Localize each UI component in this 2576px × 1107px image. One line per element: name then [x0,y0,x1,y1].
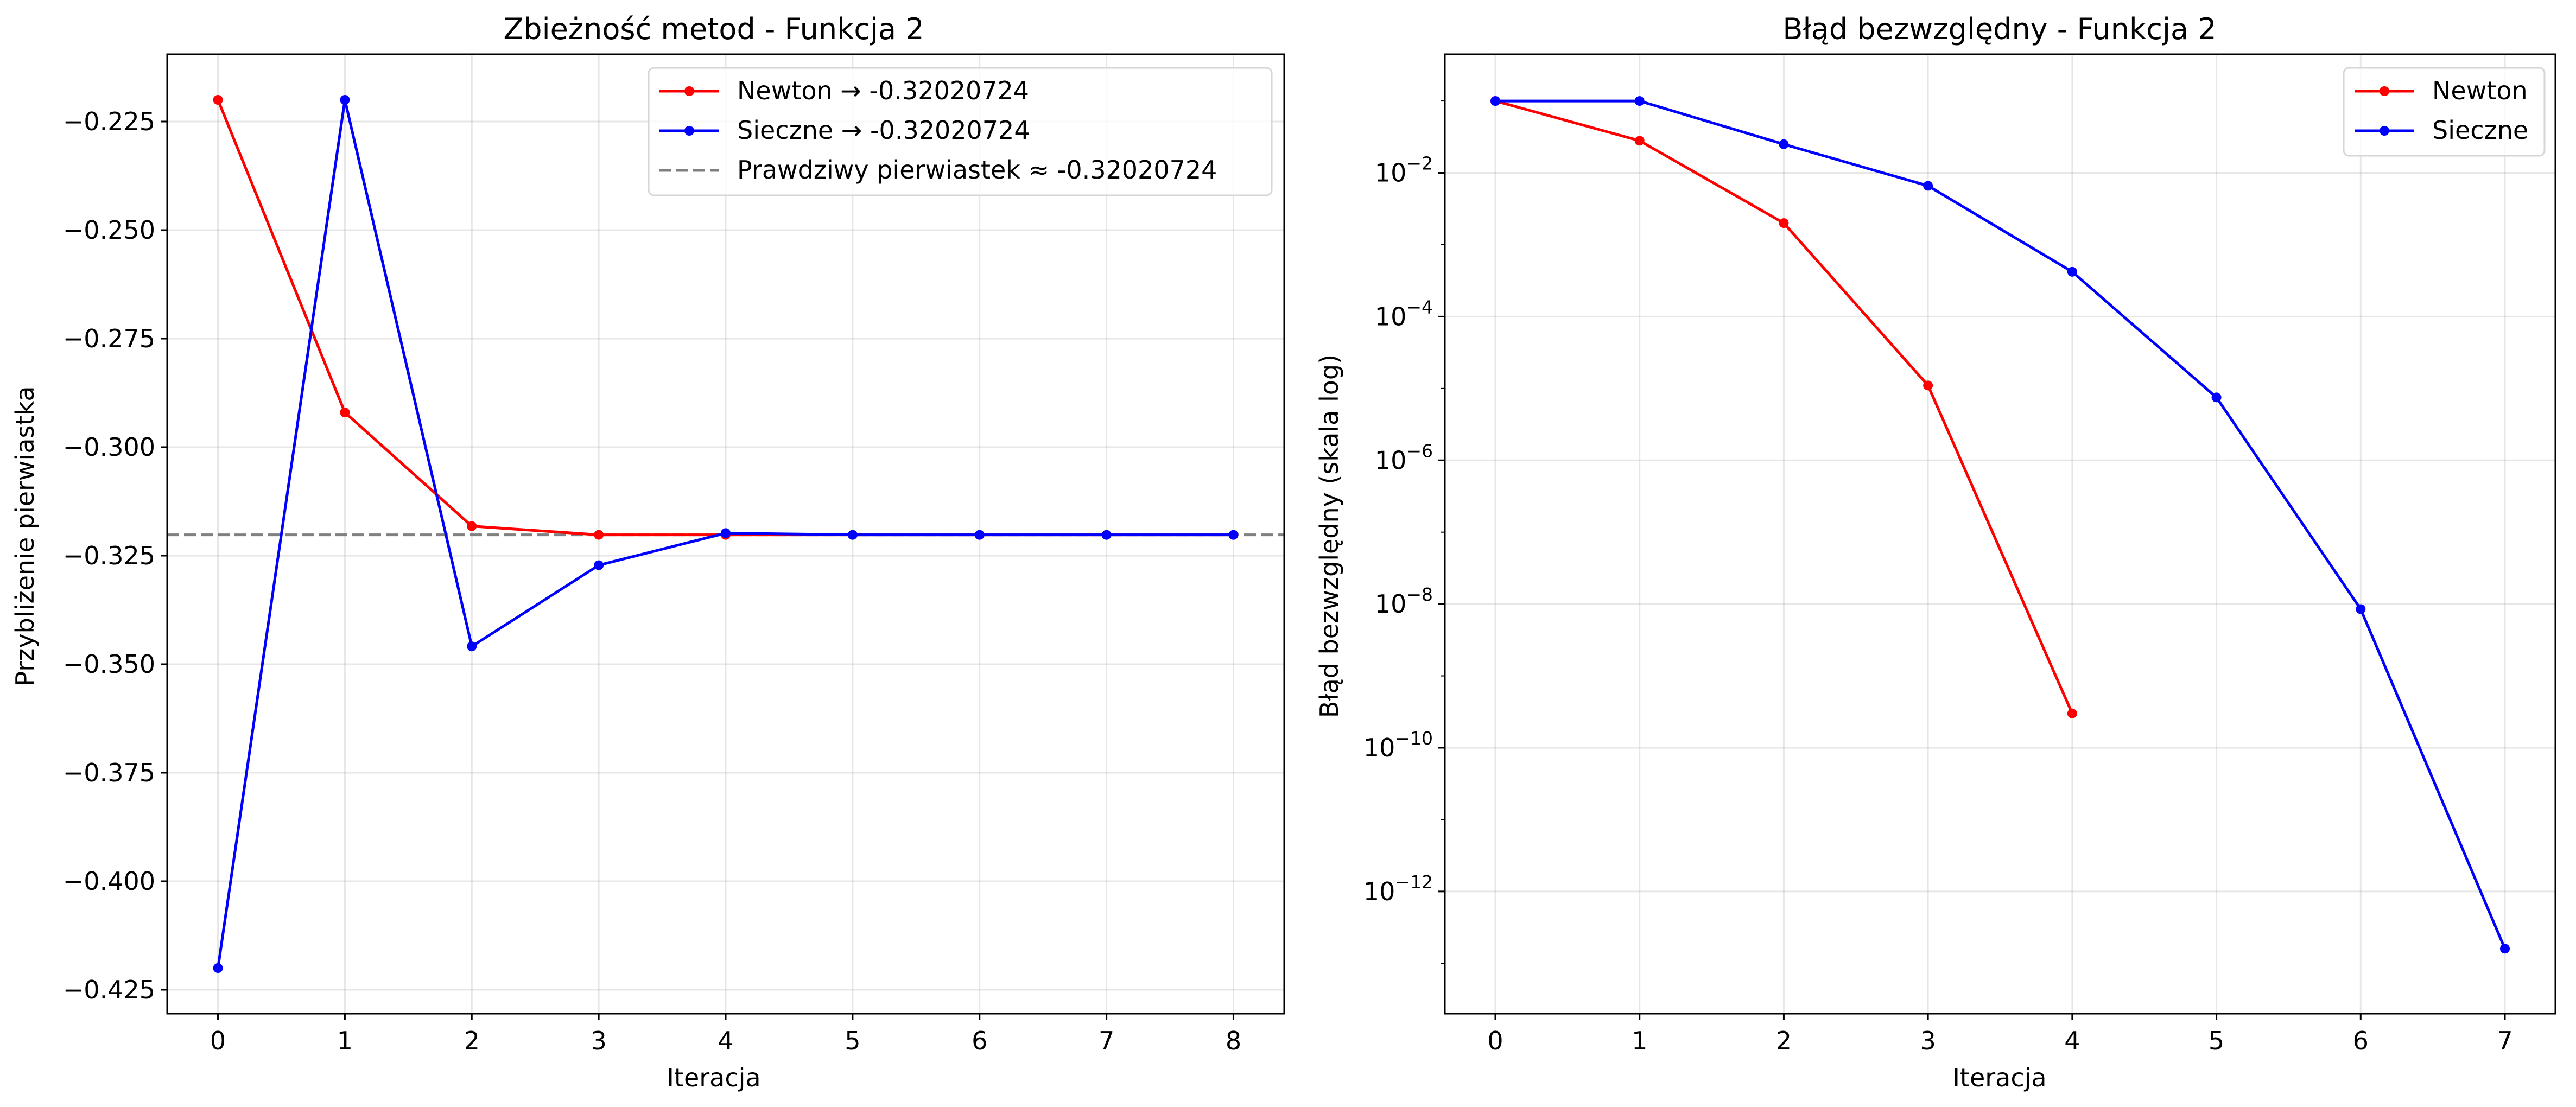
y-tick-label: −0.250 [63,215,155,245]
legend-marker-sieczne [684,126,694,136]
legend-label-sieczne: Sieczne → -0.32020724 [737,116,1030,145]
legend-marker-sieczne [2380,126,2389,136]
data-point [974,530,985,540]
data-point [594,530,604,540]
data-point [1923,181,1933,191]
x-tick-label: 0 [1487,1026,1503,1055]
data-point [467,521,477,531]
x-axis-label: Iteracja [1952,1063,2046,1092]
y-tick-label: −0.425 [63,975,155,1004]
y-tick-label: −0.400 [63,867,155,896]
x-tick-label: 4 [718,1026,733,1055]
legend-marker-newton [2380,86,2389,96]
legend: Newton Sieczne [2343,67,2546,157]
legend: Newton → -0.32020724 Sieczne → -0.320207… [648,67,1273,196]
plot-frame [1444,53,2556,1015]
data-point [1634,96,1645,106]
y-tick-label: −0.225 [63,107,155,136]
series-line-sieczne [1495,99,2507,950]
y-tick-label: −0.350 [63,650,155,679]
data-point [847,530,858,540]
series-lines [1490,96,2510,954]
y-tick-exponent: −10 [1395,728,1433,749]
x-tick-label: 8 [1226,1026,1241,1055]
y-tick-label: −0.300 [63,432,155,462]
y-tick-exponent: −2 [1406,153,1433,174]
data-point [1779,139,1789,149]
axis-ticks: 0 1 2 3 4 5 6 7 8 −0.225 −0.250 −0.275 −0.300 −0.325 −… [63,107,1241,1055]
data-point [1490,96,1500,106]
x-tick-label: 7 [1099,1026,1114,1055]
x-tick-label: 5 [2209,1026,2224,1055]
x-tick-label: 6 [972,1026,987,1055]
x-axis-label: Iteracja [667,1063,760,1092]
data-point [2067,708,2077,718]
grid [1445,54,2555,1014]
y-axis-label: Przybliżenie pierwiastka [10,386,40,686]
legend-marker-newton [684,86,694,96]
legend-box [648,67,1273,196]
legend-label-newton: Newton → -0.32020724 [737,76,1029,105]
x-tick-label: 4 [2064,1026,2080,1055]
data-point [213,963,223,973]
chart-title: Zbieżność metod - Funkcja 2 [503,12,924,46]
x-tick-label: 7 [2497,1026,2512,1055]
legend-label-sieczne: Sieczne [2432,116,2528,145]
plot-frame [166,53,1285,1015]
x-tick-label: 0 [210,1026,226,1055]
y-axis-label: Błąd bezwzględny (skala log) [1315,354,1344,718]
data-point [1101,530,1112,540]
series-lines [213,95,1239,973]
data-point [340,95,350,105]
x-tick-label: 6 [2353,1026,2369,1055]
x-tick-label: 1 [1632,1026,1647,1055]
data-point [2500,944,2510,954]
data-point [721,528,731,538]
x-tick-label: 3 [1920,1026,1936,1055]
data-point [594,560,604,570]
chart-title: Błąd bezwzględny - Funkcja 2 [1782,12,2216,46]
data-point [1634,136,1645,146]
data-point [213,95,223,105]
x-tick-label: 5 [845,1026,860,1055]
data-point [467,641,477,652]
convergence-chart: Zbieżność metod - Funkcja 2 Iteracja Prz… [10,12,1285,1092]
legend-label-newton: Newton [2432,76,2528,105]
data-point [1779,218,1789,228]
y-tick-label: −0.275 [63,324,155,353]
y-tick-label: −0.325 [63,541,155,570]
x-tick-label: 2 [1776,1026,1792,1055]
x-tick-label: 1 [337,1026,353,1055]
y-tick-label: −0.375 [63,758,155,787]
legend-label-reference: Prawdziwy pierwiastek ≈ -0.32020724 [737,155,1217,184]
absolute-error-chart: Błąd bezwzględny - Funkcja 2 Iteracja Bł… [1315,12,2556,1092]
y-tick-exponent: −12 [1395,871,1433,893]
data-point [1228,530,1239,540]
data-point [2211,392,2222,403]
y-tick-exponent: −6 [1406,440,1433,461]
data-point [340,408,350,417]
x-tick-label: 2 [464,1026,480,1055]
y-tick-exponent: −4 [1406,296,1433,317]
y-tick-exponent: −8 [1406,584,1433,605]
data-point [2067,266,2077,277]
x-tick-label: 3 [591,1026,606,1055]
data-point [2356,604,2366,614]
data-point [1923,380,1933,391]
